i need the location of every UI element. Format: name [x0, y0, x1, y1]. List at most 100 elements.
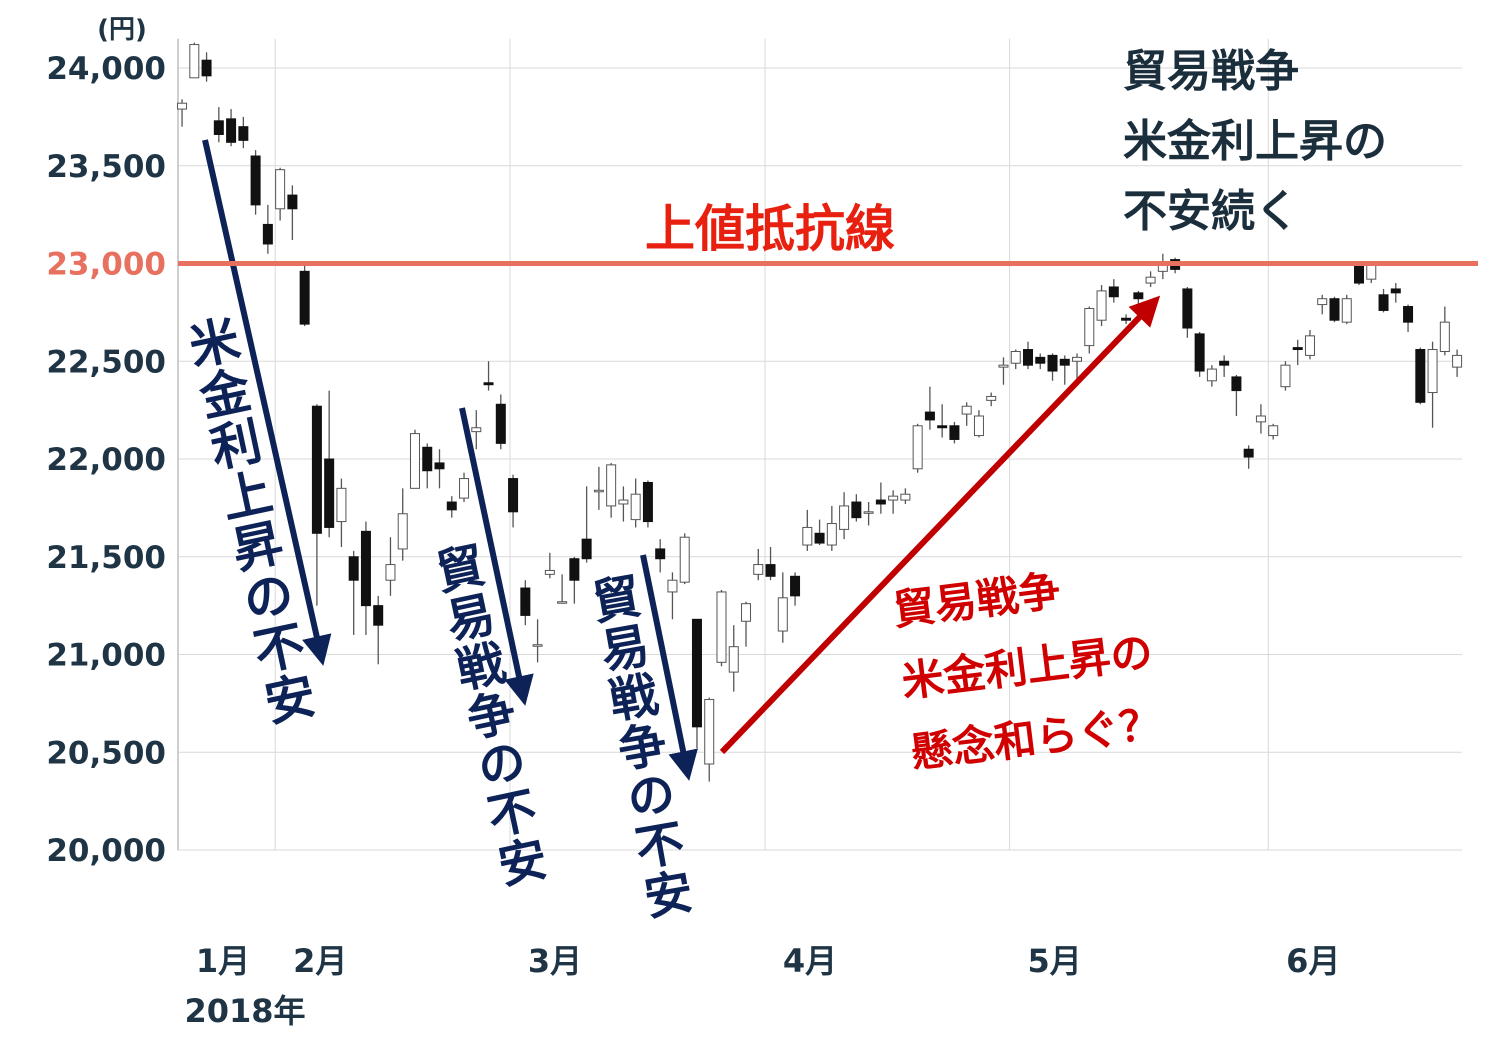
- candle-body: [949, 425, 960, 440]
- candle-body: [177, 102, 188, 110]
- candle-body: [348, 556, 359, 581]
- candle-body: [373, 605, 384, 626]
- candle-body: [900, 493, 911, 501]
- y-tick-label: 23,000: [46, 247, 166, 283]
- candle-body: [226, 118, 237, 143]
- candle-body: [618, 499, 629, 505]
- candle-body: [802, 526, 813, 546]
- annotation-text: 不安続く: [1123, 186, 1299, 237]
- candle-body: [741, 603, 752, 622]
- x-tick-label: 5月: [1027, 942, 1081, 980]
- candle-body: [728, 646, 739, 673]
- candle-body: [1378, 294, 1389, 311]
- candle-body: [1121, 317, 1132, 321]
- annotation: 貿易戦争の不安: [423, 539, 552, 893]
- annotation-text: 貿易戦争: [1123, 46, 1299, 97]
- candle-body: [495, 403, 506, 444]
- candle-body: [1219, 360, 1230, 366]
- candle-body: [1206, 368, 1217, 382]
- overlay: [178, 139, 1478, 781]
- candle-body: [1366, 264, 1377, 280]
- candle-body: [630, 493, 641, 521]
- candle-body: [250, 155, 261, 206]
- candle-body: [1427, 349, 1438, 394]
- y-tick-label: 20,500: [46, 735, 166, 771]
- x-tick-label: 4月: [783, 942, 837, 980]
- candle-body: [777, 597, 788, 632]
- annotation-text: 貿易戦争: [890, 566, 1063, 635]
- candle-body: [1145, 276, 1156, 284]
- candle-body: [937, 425, 948, 429]
- candle-body: [1292, 347, 1303, 351]
- arrow: [202, 139, 332, 666]
- candle-body: [189, 44, 200, 79]
- arrow: [459, 407, 534, 706]
- candle-body: [1035, 356, 1046, 364]
- candle-body: [1439, 321, 1450, 352]
- annotation-text: 懸念和らぐ？: [908, 699, 1164, 778]
- candle-body: [851, 501, 862, 519]
- candle-body: [1096, 290, 1107, 321]
- candle-body: [1280, 364, 1291, 388]
- candle-body: [888, 495, 899, 501]
- candle-body: [397, 513, 408, 550]
- annotation-text: 米金利上昇の: [899, 627, 1155, 706]
- candle-body: [1072, 356, 1083, 362]
- candle-body: [336, 487, 347, 523]
- y-tick-label: 24,000: [46, 51, 166, 87]
- candle-body: [1255, 415, 1266, 423]
- candle-body: [1243, 448, 1254, 458]
- candle-body: [1084, 307, 1095, 347]
- year-label: 2018年: [184, 992, 305, 1030]
- candle-body: [691, 618, 702, 728]
- candle-body: [459, 478, 470, 499]
- candle-body: [581, 538, 592, 560]
- candle-body: [311, 405, 322, 534]
- candle-body: [1390, 288, 1401, 294]
- candle-body: [262, 223, 273, 245]
- annotation: 米金利上昇の不安: [177, 312, 320, 731]
- candle-body: [1341, 298, 1352, 323]
- candle-body: [238, 126, 249, 141]
- candle-body: [667, 579, 678, 593]
- candle-body: [1354, 264, 1365, 284]
- candle-body: [1231, 376, 1242, 392]
- candle-body: [716, 591, 727, 663]
- candle-body: [422, 446, 433, 472]
- candle-body: [360, 530, 371, 607]
- candle-body: [1403, 306, 1414, 323]
- candle-body: [1010, 350, 1021, 364]
- candle-body: [986, 395, 997, 401]
- candle-body: [826, 523, 837, 546]
- candle-body: [1182, 288, 1193, 329]
- candle-body: [912, 425, 923, 470]
- candle-body: [1022, 349, 1033, 366]
- candle-body: [606, 464, 617, 507]
- annotation: 貿易戦争の不安: [579, 570, 696, 925]
- candle-body: [299, 270, 310, 325]
- candle-body: [790, 575, 801, 597]
- candle-body: [544, 569, 555, 575]
- candle-body: [1329, 298, 1340, 321]
- y-tick-label: 23,500: [46, 149, 166, 185]
- candle-body: [287, 194, 298, 210]
- candle-body: [1415, 349, 1426, 403]
- candle-body: [973, 415, 984, 437]
- candle-body: [1268, 425, 1279, 437]
- candle-body: [679, 536, 690, 583]
- candle-body: [532, 644, 543, 647]
- candle-body: [446, 501, 457, 511]
- candle-body: [508, 478, 519, 513]
- candle-body: [1157, 264, 1168, 272]
- candle-body: [213, 120, 224, 135]
- candle-body: [593, 489, 604, 493]
- candle-body: [275, 169, 286, 210]
- y-tick-label: 22,000: [46, 442, 166, 478]
- candle-body: [434, 462, 445, 470]
- candle-body: [520, 587, 531, 616]
- candle-body: [1304, 335, 1315, 356]
- candle-body: [814, 532, 825, 544]
- candle-body: [385, 564, 396, 581]
